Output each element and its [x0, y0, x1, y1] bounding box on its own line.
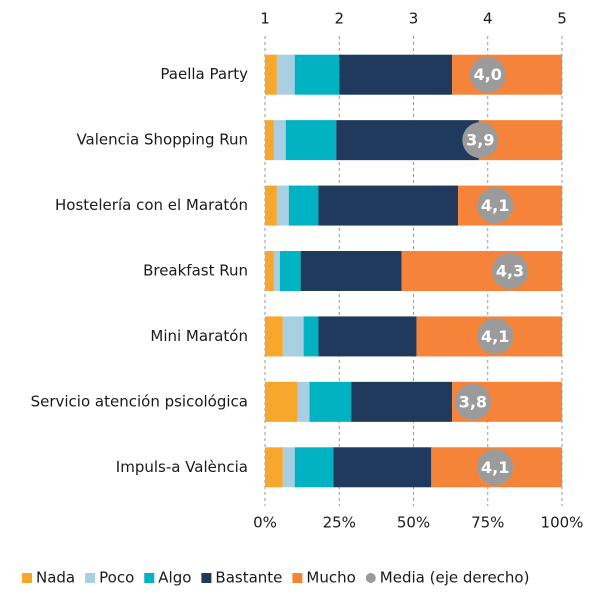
media-dot — [477, 318, 514, 355]
legend-label: Media (eje derecho) — [380, 569, 530, 587]
media-dot — [469, 56, 506, 93]
legend-label: Algo — [158, 569, 191, 587]
bar-segment — [273, 251, 280, 291]
x-tick-label: 100% — [541, 514, 584, 532]
x2-tick-label: 5 — [557, 10, 567, 28]
bar-segment — [265, 120, 274, 161]
legend-marker — [85, 573, 96, 583]
bar-segment — [265, 54, 277, 95]
legend-marker — [292, 573, 303, 583]
category-label: Servicio atención psicológica — [31, 392, 248, 410]
x2-tick-label: 2 — [334, 10, 344, 28]
bar-segment — [294, 447, 334, 488]
bar-segment — [318, 185, 459, 226]
bar-segment — [279, 251, 301, 291]
x-tick-label: 75% — [471, 514, 504, 532]
category-label: Impuls-a València — [116, 458, 248, 476]
bar-segment — [288, 185, 319, 226]
media-dot — [477, 187, 514, 224]
x2-tick-label: 3 — [409, 10, 419, 28]
legend-marker — [365, 573, 376, 583]
bar-segment — [318, 316, 417, 357]
legend-marker — [144, 573, 155, 583]
bar-segment — [294, 54, 340, 95]
media-dot — [492, 253, 529, 289]
bar-segment — [282, 447, 295, 488]
bar-segment — [339, 54, 453, 95]
bar-segment — [336, 120, 479, 161]
media-label: 4,3 — [496, 262, 524, 281]
media-label: 3,8 — [459, 392, 487, 411]
bar-segment — [333, 447, 432, 488]
bar-segment — [309, 381, 352, 422]
legend-marker — [201, 573, 212, 583]
bar-segment — [276, 185, 289, 226]
category-label: Valencia Shopping Run — [76, 131, 248, 149]
bar-segment — [282, 316, 304, 357]
legend-label: Nada — [36, 569, 75, 587]
media-label: 4,1 — [481, 196, 509, 215]
category-label: Breakfast Run — [143, 262, 248, 280]
bar-segment — [265, 316, 283, 357]
media-dot — [462, 122, 499, 159]
x-tick-label: 25% — [323, 514, 356, 532]
x2-tick-label: 1 — [260, 10, 270, 28]
bar-segment — [276, 54, 295, 95]
legend-marker — [22, 573, 32, 583]
category-label: Mini Maratón — [150, 327, 248, 345]
category-label: Hostelería con el Maratón — [55, 196, 248, 214]
media-label: 3,9 — [466, 131, 494, 150]
x2-tick-label: 4 — [483, 10, 493, 28]
bar-segment — [265, 251, 274, 291]
bar-segment — [265, 381, 298, 422]
media-label: 4,0 — [474, 65, 502, 84]
media-label: 4,1 — [481, 458, 509, 477]
bar-segment — [285, 120, 337, 161]
bar-segment — [303, 316, 319, 357]
bar-segment — [452, 54, 562, 95]
bar-segment — [273, 120, 286, 161]
bar-segment — [300, 251, 402, 291]
bar-segment — [265, 447, 283, 488]
x-tick-label: 0% — [253, 514, 277, 532]
media-dot — [454, 383, 491, 420]
category-label: Paella Party — [160, 65, 248, 83]
media-dot — [477, 449, 514, 486]
legend-label: Poco — [99, 569, 134, 587]
bar-segment — [265, 185, 277, 226]
x-tick-label: 50% — [397, 514, 430, 532]
media-label: 4,1 — [481, 327, 509, 346]
bar-segment — [351, 381, 453, 422]
bar-segment — [401, 251, 562, 291]
legend-label: Bastante — [215, 569, 282, 587]
bar-segment — [297, 381, 310, 422]
legend-label: Mucho — [306, 569, 355, 587]
